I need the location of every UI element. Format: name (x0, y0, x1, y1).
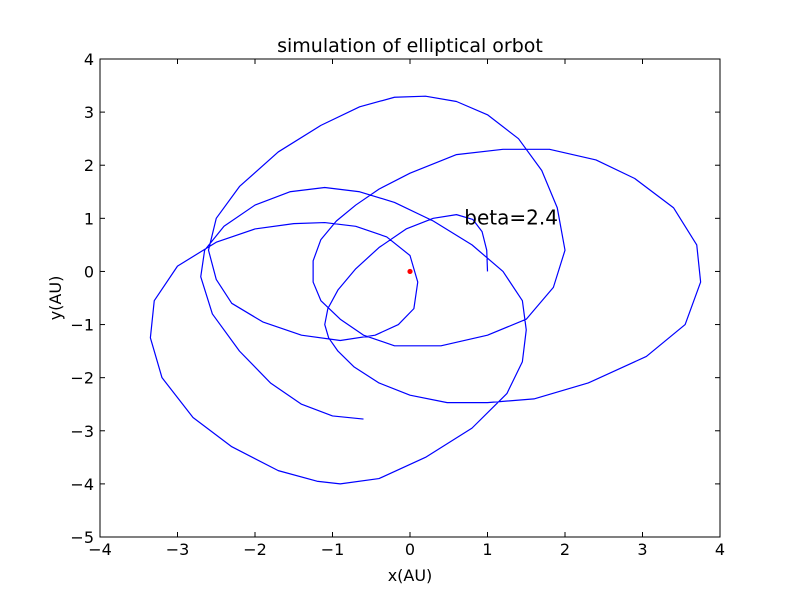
central-point-marker (407, 268, 413, 275)
orbit-line-series-0 (149, 95, 702, 485)
x-axis-label: x(AU) (388, 566, 433, 585)
y-tick-label: −5 (70, 528, 94, 547)
y-tick-label: −1 (70, 316, 94, 335)
x-tick-label: 3 (637, 540, 647, 559)
y-tick-label: −3 (70, 422, 94, 441)
x-tick-label: 1 (482, 540, 492, 559)
y-tick-label: −2 (70, 369, 94, 388)
y-tick-label: 0 (84, 262, 94, 281)
x-tick-label: 0 (405, 540, 415, 559)
x-tick-label: −1 (321, 540, 345, 559)
y-tick-label: 3 (84, 103, 94, 122)
x-tick-label: 2 (560, 540, 570, 559)
x-tick-label: 4 (715, 540, 725, 559)
axes-frame (99, 58, 721, 538)
chart-title: simulation of elliptical orbot (277, 35, 543, 57)
y-tick-label: −4 (70, 475, 94, 494)
annotation-label: beta=2.4 (464, 206, 558, 230)
plot-area (149, 95, 702, 485)
x-tick-label: −3 (166, 540, 190, 559)
y-axis-label: y(AU) (46, 276, 65, 321)
y-tick-label: 4 (84, 50, 94, 69)
x-tick-label: −4 (88, 540, 112, 559)
y-tick-label: 2 (84, 156, 94, 175)
x-tick-label: −2 (243, 540, 267, 559)
y-tick-label: 1 (84, 209, 94, 228)
